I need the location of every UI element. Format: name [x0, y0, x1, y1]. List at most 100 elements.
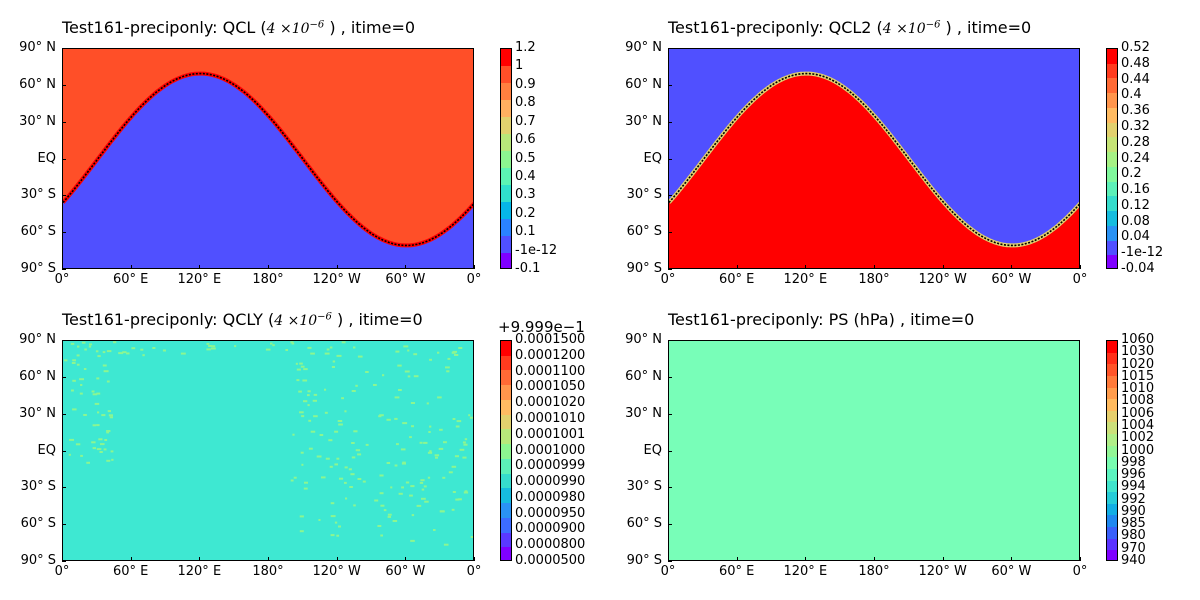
speckle [373, 384, 377, 386]
y-tick [62, 524, 66, 526]
colorbar-label: 1010 [1121, 381, 1155, 397]
speckle [70, 342, 75, 345]
colorbar-segment [501, 503, 511, 519]
title-scale-exponent: −6 [925, 19, 941, 31]
x-tick-label: 180° [858, 272, 890, 287]
y-tick [62, 376, 66, 378]
speckle [378, 415, 382, 418]
speckle [291, 342, 295, 345]
y-tick-label: 30° N [19, 113, 56, 129]
colorbar-segment [501, 117, 511, 135]
x-tick-label: 60° E [112, 272, 149, 287]
colorbar-segment [501, 236, 511, 254]
colorbar-label: 0.2 [515, 205, 536, 221]
x-tick-label: 60° E [718, 564, 755, 579]
speckle [330, 515, 336, 518]
speckle [211, 347, 216, 350]
speckle [75, 443, 81, 446]
speckle [437, 396, 442, 399]
title-scale-exponent: −6 [309, 19, 325, 31]
x-tick [1080, 557, 1081, 561]
speckle [122, 351, 127, 354]
speckle [463, 443, 468, 446]
y-tick-label: 90° S [626, 553, 662, 568]
colorbar-segment [501, 49, 511, 67]
speckle [420, 479, 425, 482]
x-tick [736, 557, 738, 561]
y-tick [62, 413, 66, 415]
speckle [362, 480, 366, 483]
speckle [365, 371, 369, 373]
speckle [469, 416, 473, 419]
speckle [451, 465, 457, 468]
speckle [71, 389, 74, 392]
x-tick-label: 60° W [385, 272, 426, 287]
title-prefix: Test161-preciponly: QCLY ( [62, 310, 275, 329]
colorbar-label: 1008 [1121, 393, 1155, 409]
speckle [413, 353, 418, 356]
speckle [355, 449, 361, 452]
speckle [349, 486, 353, 488]
speckle [423, 485, 427, 488]
y-tick-label: 30° N [625, 405, 662, 421]
x-tick [668, 265, 669, 269]
field-background [669, 341, 1079, 560]
colorbar [1106, 48, 1118, 269]
speckle [308, 419, 312, 422]
y-tick [668, 340, 672, 341]
title-scale: 4 ×10−6 [883, 19, 941, 37]
speckle [438, 447, 444, 450]
speckle [142, 354, 145, 357]
colorbar-label: 1000 [1121, 442, 1155, 458]
colorbar-segment [1107, 538, 1117, 551]
y-tick [62, 195, 66, 197]
speckle [321, 476, 326, 479]
speckle [351, 442, 355, 444]
speckle [429, 358, 432, 361]
speckle [299, 362, 303, 365]
speckle [394, 396, 400, 399]
y-tick-label: 60° N [625, 76, 662, 92]
speckle [94, 402, 100, 405]
colorbar-segment [501, 458, 511, 475]
x-tick [874, 557, 875, 561]
chart-title: Test161-preciponly: PS (hPa) , itime=0 [668, 310, 975, 329]
speckle [296, 379, 300, 382]
x-tick [130, 557, 132, 561]
speckle [332, 360, 336, 363]
colorbar-label: 985 [1121, 516, 1146, 532]
speckle [330, 534, 335, 537]
colorbar-label: 0.0001050 [515, 379, 586, 395]
speckle [353, 430, 358, 433]
colorbar-segment [501, 100, 511, 118]
speckle [300, 365, 305, 368]
x-tick-label: 0° [466, 272, 482, 287]
colorbar-segment [1107, 468, 1117, 482]
speckle [439, 428, 443, 431]
colorbar-label: 1015 [1121, 368, 1155, 384]
speckle [88, 345, 92, 348]
colorbar-label: 994 [1121, 479, 1146, 495]
field-svg [669, 341, 1079, 560]
colorbar-label: 0.9 [515, 76, 536, 92]
speckle [472, 373, 473, 376]
title-scale: 4 ×10−6 [274, 311, 332, 329]
colorbar-label: 1002 [1121, 430, 1155, 446]
speckle [394, 417, 398, 420]
speckle [64, 359, 68, 362]
speckle [353, 504, 356, 507]
chart-title: Test161-preciponly: QCL (4 ×10−6 ) , iti… [62, 18, 415, 37]
title-suffix: ) , itime=0 [331, 310, 423, 329]
colorbar-segment [1107, 527, 1117, 540]
y-tick [668, 376, 672, 378]
speckle [331, 366, 335, 368]
x-tick [405, 265, 407, 269]
speckle [292, 433, 295, 436]
colorbar-label: 0.0000500 [515, 553, 586, 568]
speckle [442, 476, 446, 479]
speckle [410, 402, 415, 404]
colorbar-segment [1107, 352, 1117, 365]
y-tick-label: 60° S [20, 516, 56, 532]
speckle [407, 375, 411, 378]
colorbar-segment [1107, 492, 1117, 505]
